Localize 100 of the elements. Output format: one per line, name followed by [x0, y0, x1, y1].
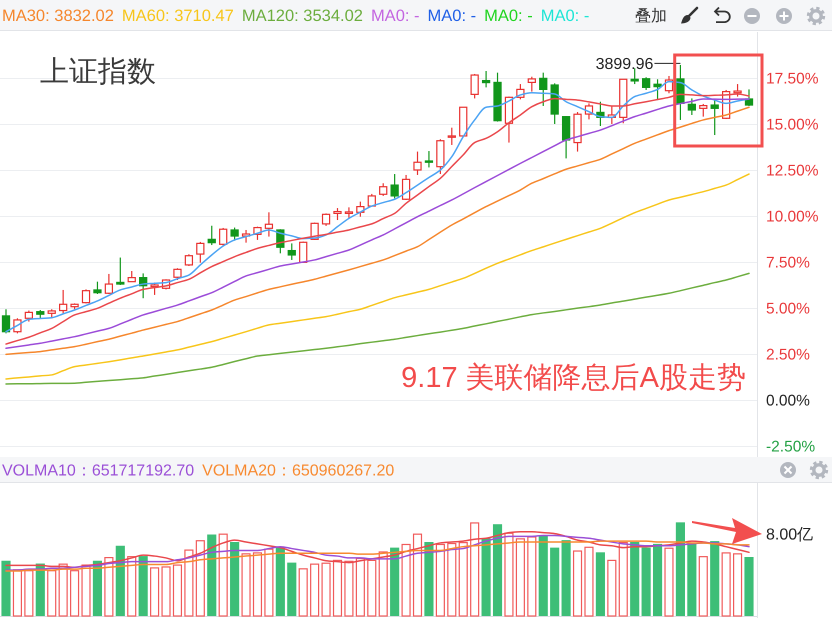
candlestick [642, 76, 650, 91]
candlestick [128, 270, 136, 282]
candlestick [379, 182, 388, 197]
y-tick-label: 17.50% [766, 70, 819, 88]
y-tick-label: 5.00% [766, 300, 810, 318]
candlestick [59, 289, 68, 314]
bar [127, 556, 136, 617]
candlestick [173, 268, 182, 281]
y-tick-label: 0.00% [766, 392, 810, 410]
bar [402, 544, 411, 617]
bar [12, 569, 22, 617]
candlestick [93, 281, 102, 295]
bar [550, 548, 560, 616]
candlestick [208, 225, 216, 246]
bar [47, 570, 56, 617]
candlestick [528, 76, 536, 92]
bar [722, 552, 731, 617]
candlestick [322, 212, 330, 227]
bar [310, 564, 320, 617]
bar [70, 570, 80, 617]
candlestick [562, 115, 570, 159]
candlestick [288, 242, 296, 261]
bar [92, 560, 102, 616]
bar [732, 553, 742, 617]
bar [482, 538, 491, 616]
bar [298, 568, 308, 617]
text: VOLMA10：651717192.70 [2, 462, 194, 480]
text: 上证指数 [40, 56, 156, 88]
bar [264, 548, 274, 617]
bar [470, 522, 480, 617]
bar [196, 540, 205, 617]
bar [332, 560, 342, 617]
candlestick [539, 72, 548, 107]
bar [390, 548, 400, 616]
candlestick [699, 103, 708, 118]
text: MA30: 3832.02 [2, 7, 114, 25]
candlestick [390, 173, 399, 199]
bar [218, 534, 228, 617]
candlestick [2, 308, 10, 334]
y-tick-label: 12.50% [766, 162, 819, 180]
y-tick-label: 7.50% [766, 254, 810, 272]
bar [1, 560, 11, 616]
candlestick [104, 273, 114, 295]
candlestick [733, 83, 742, 98]
legend-label: MA0: - [540, 7, 590, 25]
bar [527, 536, 536, 617]
candlestick [448, 127, 456, 146]
candlestick [196, 241, 204, 264]
bar [230, 542, 240, 616]
text: 叠加 [635, 7, 667, 25]
bar [642, 548, 651, 616]
bar [116, 546, 125, 616]
bar [424, 542, 434, 616]
candlestick [184, 254, 194, 267]
text: MA60: 3710.47 [122, 7, 234, 25]
bar [344, 560, 354, 617]
candlestick [424, 150, 434, 168]
bar [161, 566, 171, 617]
candlestick [470, 73, 479, 100]
bar [58, 564, 68, 617]
candlestick [230, 226, 239, 242]
candlestick [630, 68, 639, 85]
candlestick [344, 206, 354, 219]
bar [150, 567, 160, 617]
bar [356, 558, 365, 617]
bar [36, 564, 45, 616]
bar [538, 535, 548, 616]
bar [562, 540, 571, 616]
bar [412, 534, 422, 617]
bar [572, 550, 582, 617]
bar [104, 556, 114, 617]
bar [584, 546, 594, 617]
bar [630, 542, 640, 616]
candlestick [688, 98, 696, 116]
bar [596, 552, 605, 616]
bar [138, 556, 148, 616]
bar [504, 532, 514, 617]
bar [287, 562, 296, 616]
bar [516, 538, 525, 617]
bar [207, 534, 216, 616]
bar [172, 564, 182, 617]
candlestick [116, 256, 124, 286]
candlestick [219, 227, 228, 247]
bar [184, 550, 194, 617]
candlestick [82, 288, 90, 304]
legend-label: MA0: - [428, 7, 476, 25]
bar [710, 541, 720, 616]
bar [367, 560, 376, 617]
candlestick [710, 99, 719, 136]
bar [24, 570, 34, 617]
bar [618, 542, 628, 617]
bar [276, 546, 285, 616]
text: 9.17 美联储降息后A股走势 [401, 362, 746, 394]
bar [241, 553, 251, 617]
bar [687, 544, 696, 616]
bar [447, 542, 456, 617]
bar [652, 544, 662, 616]
bar [252, 552, 262, 617]
bar [436, 544, 445, 617]
y-tick-label: 2.50% [766, 346, 810, 364]
